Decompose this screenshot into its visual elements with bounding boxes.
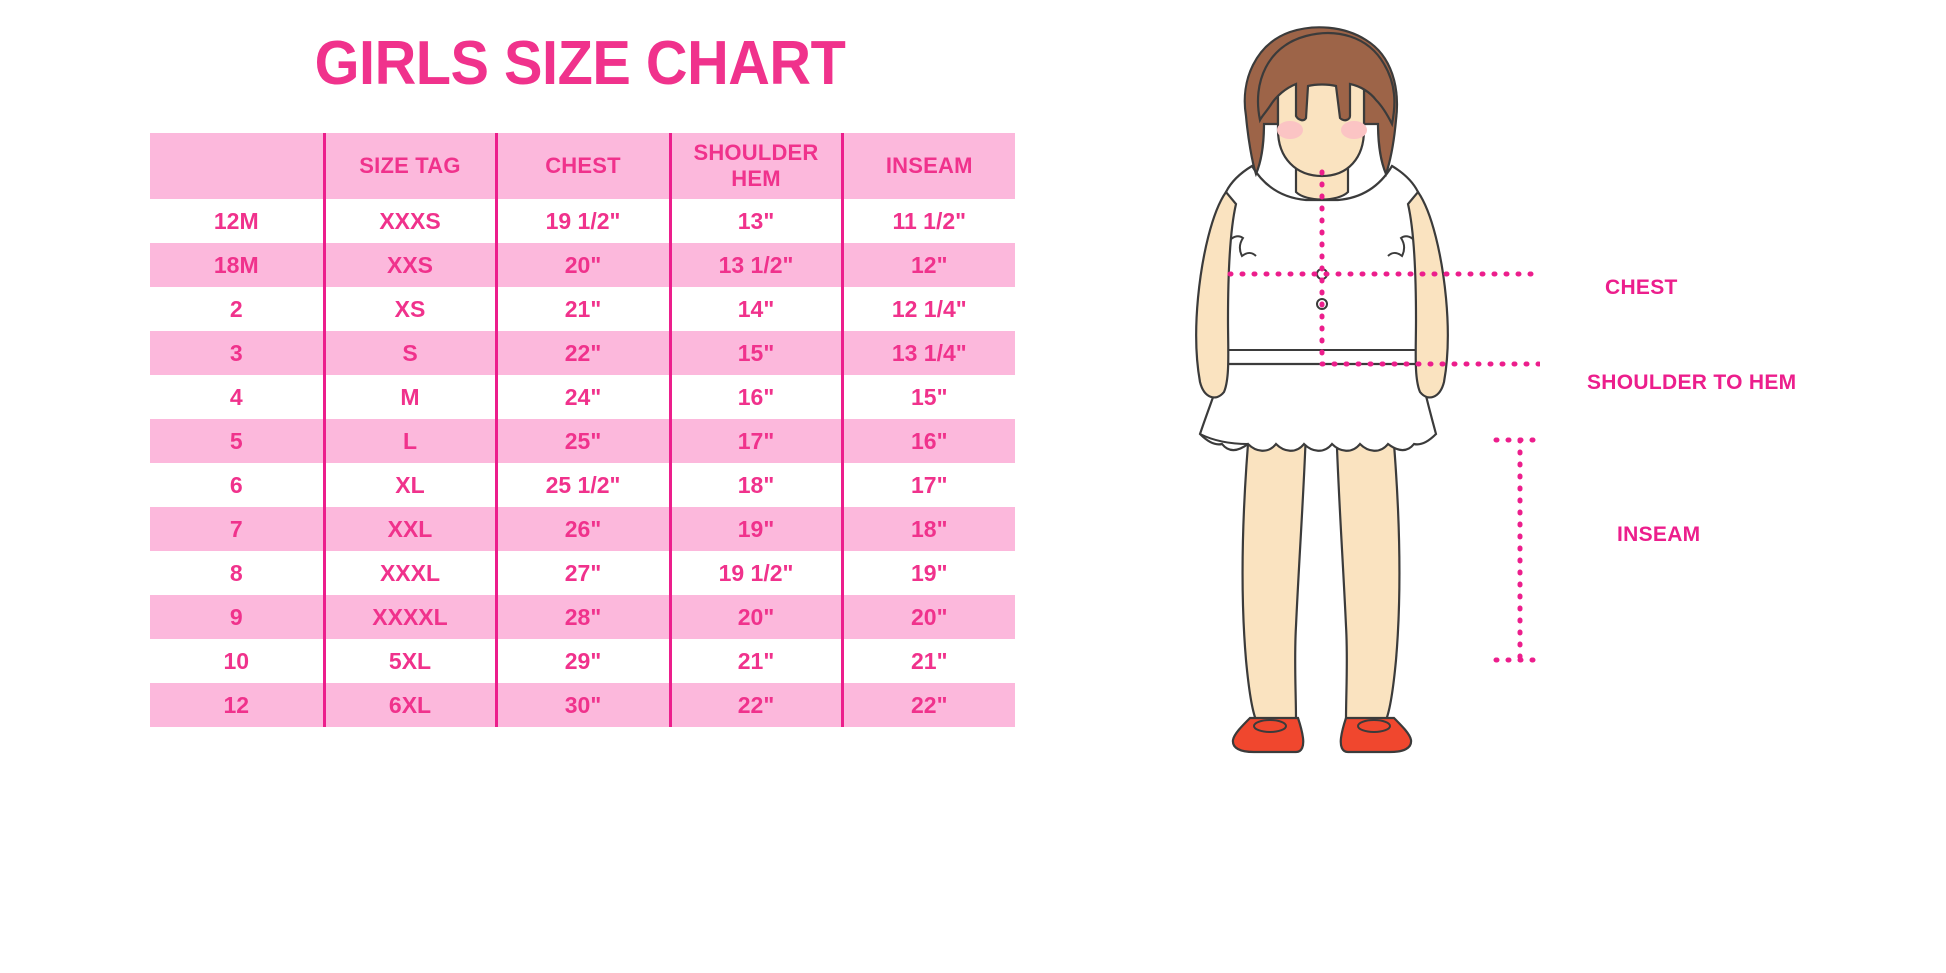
cell-chest: 25 1/2" (494, 463, 670, 507)
table-row: 12 6XL 30" 22" 22" (150, 683, 1015, 727)
cell-chest: 19 1/2" (494, 199, 670, 243)
head (1243, 26, 1399, 178)
cell-inseam: 15" (840, 375, 1015, 419)
cell-size-tag: XXXL (322, 551, 496, 595)
table-row: 18M XXS 20" 13 1/2" 12" (150, 243, 1015, 287)
cell-shoulder-hem: 19" (668, 507, 842, 551)
cell-size-tag: S (322, 331, 496, 375)
cell-size-tag: 5XL (322, 639, 496, 683)
cell-size: 2 (229, 295, 243, 322)
cell-chest: 25" (494, 419, 670, 463)
table-header: SIZE TAG CHEST SHOULDER HEM INSEAM (150, 133, 1015, 199)
label-shoulder-to-hem: SHOULDER TO HEM (1587, 371, 1797, 394)
cell-size-tag: M (322, 375, 496, 419)
table-row: 7 XXL 26" 19" 18" (150, 507, 1015, 551)
cell-shoulder-hem: 13" (668, 199, 842, 243)
page-title: GIRLS SIZE CHART (314, 29, 846, 98)
cell-inseam: 12" (840, 243, 1015, 287)
cell-chest: 29" (494, 639, 670, 683)
cell-size: 18M (213, 251, 259, 278)
table-row: 3 S 22" 15" 13 1/4" (150, 331, 1015, 375)
column-header-size (150, 133, 324, 199)
cell-chest: 24" (494, 375, 670, 419)
cell-inseam: 12 1/4" (840, 287, 1015, 331)
table-row: 10 5XL 29" 21" 21" (150, 639, 1015, 683)
table-row: 6 XL 25 1/2" 18" 17" (150, 463, 1015, 507)
cell-size: 12M (213, 207, 259, 234)
cell-inseam: 18" (840, 507, 1015, 551)
girl-illustration: .sk{fill:#fae3c0;stroke:#3b3b3b;stroke-w… (1100, 20, 1543, 760)
cell-chest: 22" (494, 331, 670, 375)
table-row: 12M XXXS 19 1/2" 13" 11 1/2" (150, 199, 1015, 243)
cell-inseam: 13 1/4" (840, 331, 1015, 375)
cell-size: 12 (223, 691, 250, 718)
column-header-inseam: INSEAM (840, 133, 1015, 199)
cell-shoulder-hem: 13 1/2" (668, 243, 842, 287)
table-row: 5 L 25" 17" 16" (150, 419, 1015, 463)
cell-inseam: 22" (840, 683, 1015, 727)
cell-chest: 27" (494, 551, 670, 595)
cell-size-tag: XXS (322, 243, 496, 287)
column-header-chest: CHEST (494, 133, 670, 199)
cell-size: 8 (229, 559, 243, 586)
cell-size-tag: 6XL (322, 683, 496, 727)
cell-size: 9 (229, 603, 243, 630)
legs (1241, 418, 1401, 722)
size-chart-table: SIZE TAG CHEST SHOULDER HEM INSEAM 12M XX… (150, 133, 1015, 727)
cell-shoulder-hem: 20" (668, 595, 842, 639)
cell-size-tag: XXXS (322, 199, 496, 243)
label-chest: CHEST (1605, 276, 1678, 299)
column-header-size-tag: SIZE TAG (322, 133, 496, 199)
cell-shoulder-hem: 16" (668, 375, 842, 419)
table-row: 9 XXXXL 28" 20" 20" (150, 595, 1015, 639)
shoes (1231, 716, 1413, 754)
cell-chest: 28" (494, 595, 670, 639)
label-inseam: INSEAM (1617, 523, 1701, 546)
cell-shoulder-hem: 22" (668, 683, 842, 727)
size-chart-table-container: SIZE TAG CHEST SHOULDER HEM INSEAM 12M XX… (150, 133, 1015, 727)
cell-size: 3 (229, 339, 243, 366)
girl-figure-svg: .sk{fill:#fae3c0;stroke:#3b3b3b;stroke-w… (1195, 26, 1543, 754)
table-row: 8 XXXL 27" 19 1/2" 19" (150, 551, 1015, 595)
cell-chest: 20" (494, 243, 670, 287)
cell-shoulder-hem: 17" (668, 419, 842, 463)
skirt (1198, 350, 1438, 452)
cell-size: 10 (223, 647, 250, 674)
arms (1195, 190, 1449, 399)
cell-shoulder-hem: 21" (668, 639, 842, 683)
measurement-lines (1227, 169, 1543, 663)
cell-inseam: 21" (840, 639, 1015, 683)
table-row: 4 M 24" 16" 15" (150, 375, 1015, 419)
cell-inseam: 16" (840, 419, 1015, 463)
cell-size-tag: XS (322, 287, 496, 331)
cell-size-tag: L (322, 419, 496, 463)
cell-inseam: 17" (840, 463, 1015, 507)
table-row: 2 XS 21" 14" 12 1/4" (150, 287, 1015, 331)
cell-inseam: 19" (840, 551, 1015, 595)
cell-chest: 26" (494, 507, 670, 551)
cell-shoulder-hem: 18" (668, 463, 842, 507)
cell-shoulder-hem: 14" (668, 287, 842, 331)
cell-shoulder-hem: 19 1/2" (668, 551, 842, 595)
cell-chest: 21" (494, 287, 670, 331)
cell-inseam: 20" (840, 595, 1015, 639)
table-body: 12M XXXS 19 1/2" 13" 11 1/2" 18M XXS 20" 13 1/2"… (150, 199, 1015, 727)
cell-size-tag: XL (322, 463, 496, 507)
cell-inseam: 11 1/2" (840, 199, 1015, 243)
cell-size: 6 (229, 471, 243, 498)
cell-size: 7 (229, 515, 243, 542)
cell-size: 4 (229, 383, 243, 410)
cell-chest: 30" (494, 683, 670, 727)
cell-size-tag: XXL (322, 507, 496, 551)
cell-size: 5 (229, 427, 243, 454)
cell-shoulder-hem: 15" (668, 331, 842, 375)
cell-size-tag: XXXXL (322, 595, 496, 639)
table-header-row: SIZE TAG CHEST SHOULDER HEM INSEAM (150, 133, 1015, 199)
column-header-shoulder-hem: SHOULDER HEM (668, 133, 842, 199)
